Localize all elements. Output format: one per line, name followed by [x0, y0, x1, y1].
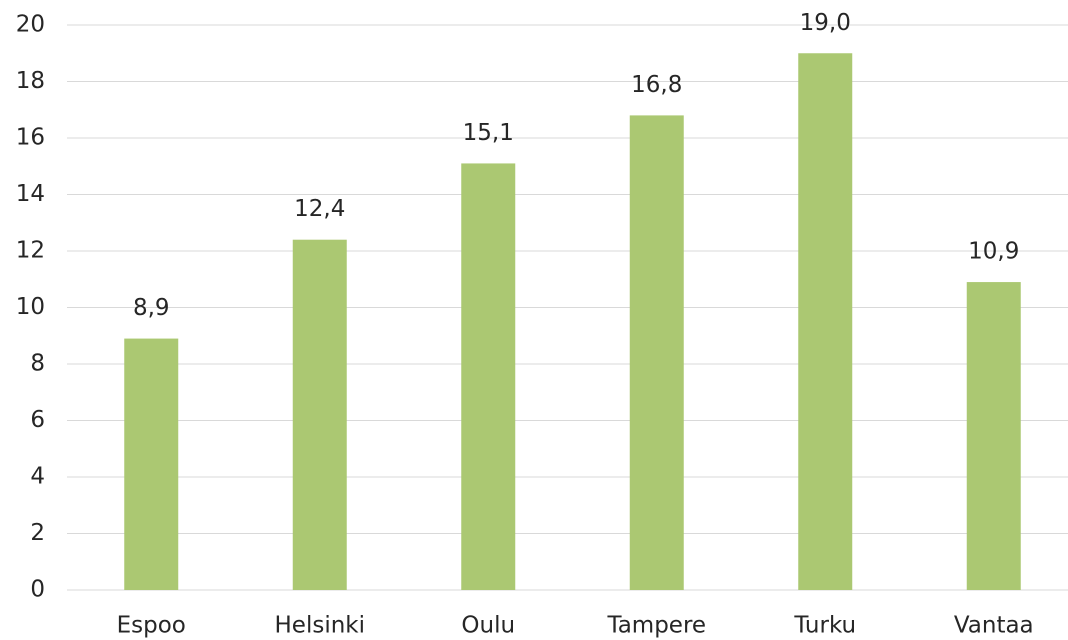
- x-tick-label: Vantaa: [954, 613, 1034, 639]
- x-tick-label: Turku: [793, 613, 856, 639]
- x-tick-label: Tampere: [606, 613, 706, 639]
- bar: [461, 163, 516, 591]
- data-label: 12,4: [294, 196, 345, 222]
- data-label: 15,1: [463, 120, 514, 146]
- y-tick-label: 2: [30, 520, 45, 546]
- y-tick-label: 20: [16, 12, 45, 38]
- y-tick-label: 0: [30, 577, 45, 603]
- data-label: 8,9: [133, 295, 170, 321]
- bar: [124, 338, 179, 590]
- y-tick-label: 16: [16, 125, 45, 151]
- bar: [629, 115, 684, 591]
- y-tick-label: 6: [30, 407, 45, 433]
- x-tick-label: Espoo: [117, 613, 186, 639]
- data-label: 19,0: [800, 10, 851, 36]
- bar: [966, 282, 1021, 590]
- bar: [798, 53, 853, 590]
- data-label: 10,9: [968, 239, 1019, 265]
- y-tick-label: 12: [16, 238, 45, 264]
- y-tick-label: 14: [16, 181, 45, 207]
- x-tick-label: Oulu: [461, 613, 515, 639]
- y-tick-label: 18: [16, 68, 45, 94]
- bar: [292, 239, 347, 590]
- x-tick-label: Helsinki: [275, 613, 366, 639]
- data-label: 16,8: [631, 72, 682, 98]
- y-tick-label: 8: [30, 351, 45, 377]
- y-tick-label: 10: [16, 294, 45, 320]
- y-tick-label: 4: [30, 464, 45, 490]
